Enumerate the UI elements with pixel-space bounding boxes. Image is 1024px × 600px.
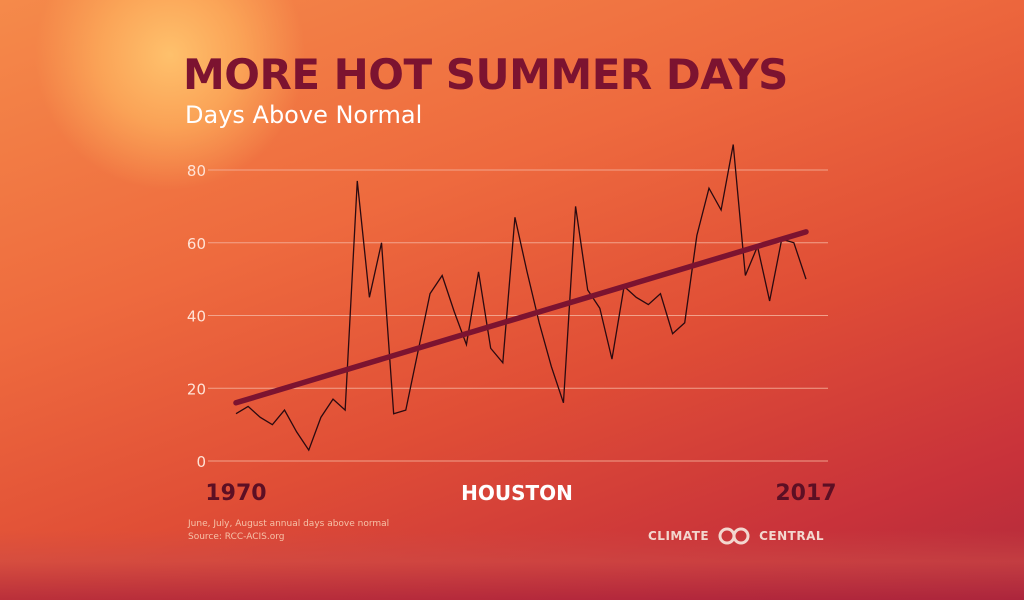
y-tick-label: 20 (187, 380, 206, 398)
brand-left-text: CLIMATE (648, 529, 710, 543)
days-above-normal-line (235, 144, 807, 452)
climate-central-logo: CLIMATE CENTRAL (648, 526, 824, 546)
linked-circles-icon (718, 527, 750, 545)
y-tick-label: 40 (187, 308, 206, 326)
location-label: HOUSTON (461, 481, 573, 505)
x-start-label: 1970 (205, 481, 266, 506)
y-axis-ticks: 0 20 40 60 80 (187, 162, 206, 471)
y-tick-label: 0 (196, 453, 206, 471)
chart-title: MORE HOT SUMMER DAYS (183, 50, 788, 99)
trend-line (233, 229, 809, 406)
y-tick-label: 80 (187, 162, 206, 180)
brand-right-text: CENTRAL (759, 529, 825, 543)
series-layer (233, 144, 809, 452)
footnote-source: Source: RCC-ACIS.org (188, 532, 285, 542)
y-tick-label: 60 (187, 235, 206, 253)
chart-subtitle: Days Above Normal (185, 101, 423, 129)
bottom-haze (0, 530, 1024, 600)
x-end-label: 2017 (775, 481, 836, 506)
footnote-description: June, July, August annual days above nor… (188, 519, 390, 529)
gridlines (208, 169, 828, 462)
